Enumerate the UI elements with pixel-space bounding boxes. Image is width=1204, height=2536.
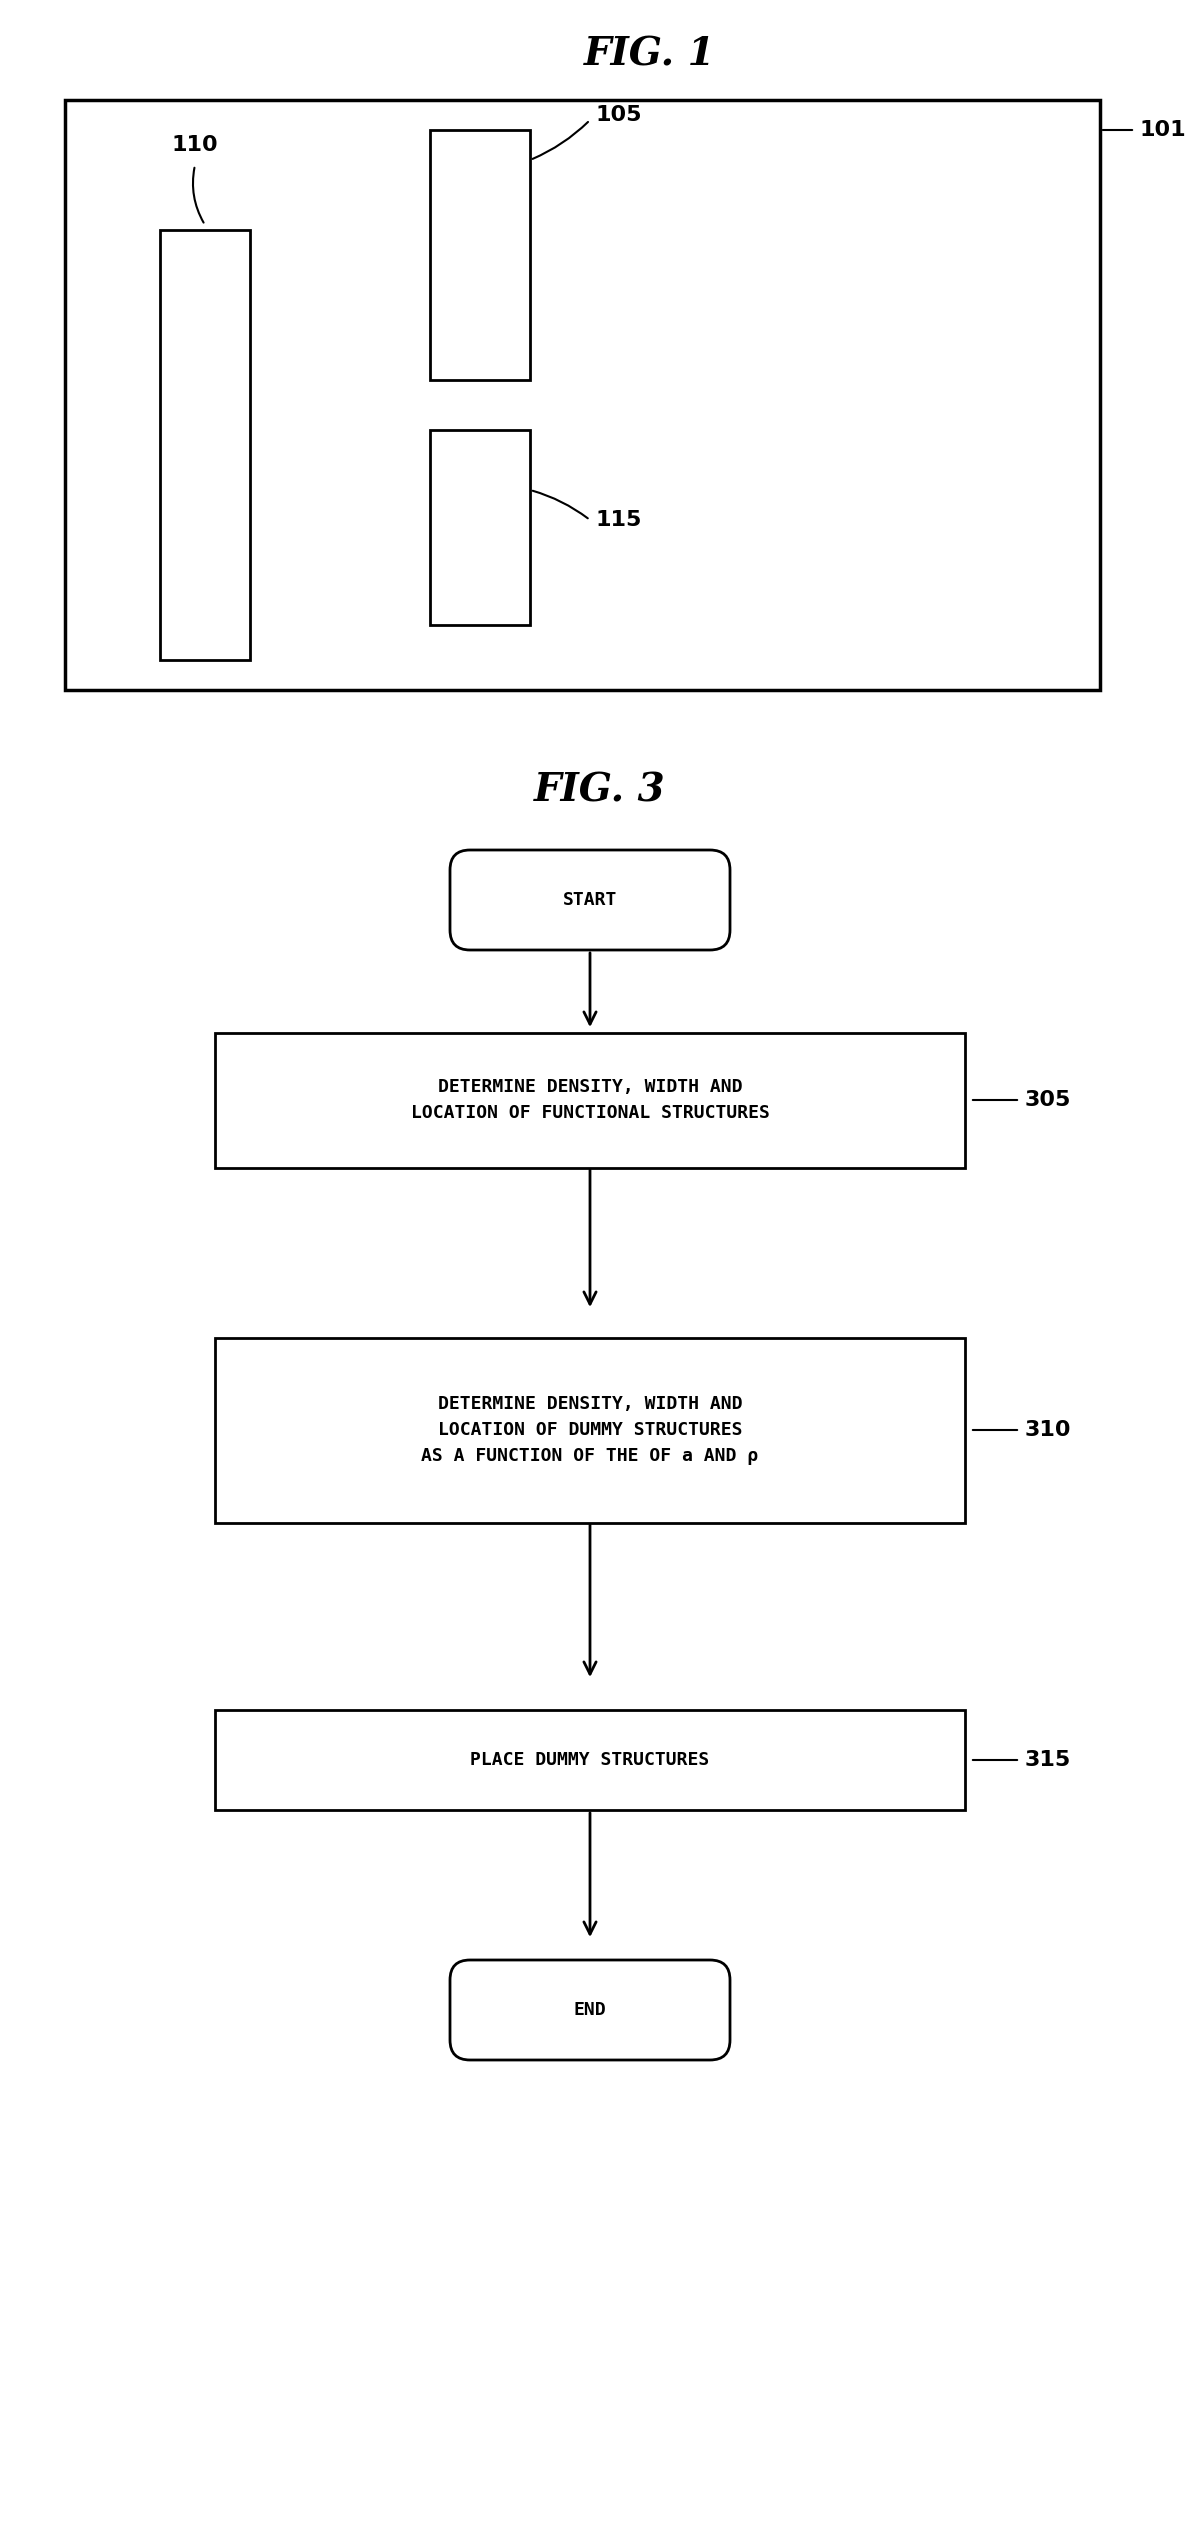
FancyBboxPatch shape [450, 1960, 730, 2059]
Text: DETERMINE DENSITY, WIDTH AND
LOCATION OF FUNCTIONAL STRUCTURES: DETERMINE DENSITY, WIDTH AND LOCATION OF… [411, 1078, 769, 1123]
Text: FIG. 3: FIG. 3 [535, 771, 666, 809]
Text: 105: 105 [595, 104, 642, 124]
Bar [160, 231, 250, 659]
FancyBboxPatch shape [450, 850, 730, 951]
Bar [65, 99, 1100, 690]
Text: 110: 110 [172, 134, 218, 155]
Text: PLACE DUMMY STRUCTURES: PLACE DUMMY STRUCTURES [471, 1750, 709, 1770]
Text: FIG. 1: FIG. 1 [584, 36, 716, 74]
Text: START: START [562, 890, 618, 908]
Bar [430, 129, 530, 380]
Text: 315: 315 [1025, 1750, 1072, 1770]
Text: END: END [573, 2001, 607, 2019]
Bar [430, 431, 530, 624]
Bar [216, 1032, 964, 1169]
Bar [216, 1339, 964, 1524]
Text: 101: 101 [1140, 119, 1187, 139]
Text: 115: 115 [595, 510, 642, 530]
Text: 310: 310 [1025, 1420, 1072, 1440]
Bar [216, 1709, 964, 1811]
Text: 305: 305 [1025, 1090, 1072, 1111]
Text: DETERMINE DENSITY, WIDTH AND
LOCATION OF DUMMY STRUCTURES
AS A FUNCTION OF THE O: DETERMINE DENSITY, WIDTH AND LOCATION OF… [421, 1395, 759, 1466]
